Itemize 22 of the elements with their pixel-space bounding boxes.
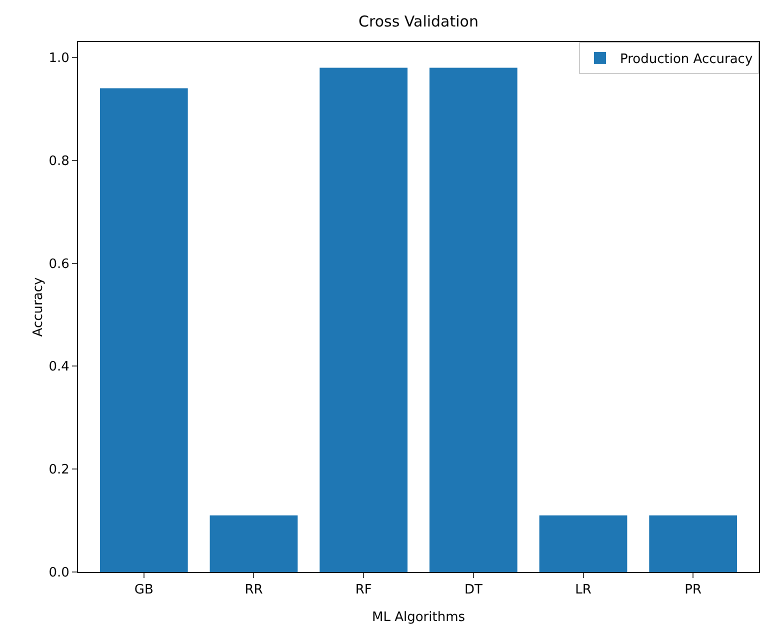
y-tick-label: 0.2 (48, 462, 70, 478)
bar (320, 68, 408, 572)
x-tick-label: RF (355, 582, 372, 598)
bar (429, 68, 518, 572)
y-tick-label: 0.8 (48, 154, 70, 169)
y-tick-label: 0.0 (48, 566, 70, 581)
bar (210, 515, 298, 572)
bar (649, 515, 738, 572)
x-axis-title: ML Algorithms (372, 610, 466, 625)
x-tick-label: PR (684, 582, 702, 598)
y-tick-label: 0.6 (48, 256, 70, 272)
x-tick-label: GB (134, 582, 154, 598)
bar (539, 515, 628, 572)
x-tick-label: RR (244, 582, 263, 598)
legend-label: Production Accuracy (620, 52, 753, 68)
x-tick-label: DT (464, 582, 482, 598)
y-axis-title: Accuracy (31, 277, 46, 337)
x-tick-label: LR (575, 582, 592, 598)
y-tick-label: 1.0 (48, 50, 70, 66)
bar (100, 88, 188, 572)
y-tick-label: 0.4 (48, 360, 70, 375)
chart-title: Cross Validation (358, 12, 478, 30)
